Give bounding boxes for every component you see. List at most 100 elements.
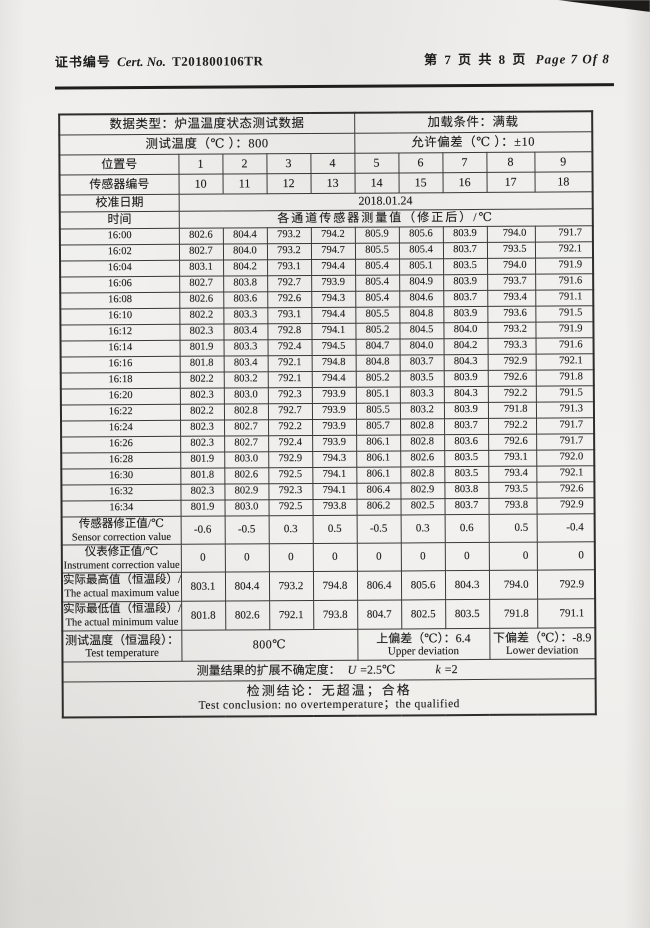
reading-value-cell: 802.5 [400, 498, 445, 515]
table-row-sensor-correction: 传感器修正值/℃ Sensor correction value -0.6 -0.… [61, 513, 595, 546]
instrument-correction-value-cell: 0 [444, 542, 489, 571]
reading-value-cell: 804.2 [443, 338, 488, 355]
reading-value-cell: 806.1 [356, 434, 401, 452]
reading-value-cell: 803.8 [444, 482, 489, 499]
table-row-conclusion: 检测结论：无超温；合格 Test conclusion: no overtemp… [62, 678, 596, 718]
time-cell: 16:34 [61, 500, 181, 518]
reading-value-cell: 802.8 [223, 403, 269, 421]
reading-value-cell: 803.3 [223, 307, 268, 325]
reading-value-cell: 791.6 [535, 337, 594, 355]
actual-maximum-value-cell: 794.8 [312, 571, 358, 601]
reading-value-cell: 793.4 [487, 290, 536, 307]
time-label-cell: 时间 [59, 211, 179, 230]
reading-value-cell: 805.4 [355, 290, 400, 308]
sensor-correction-value-cell: 0.3 [268, 515, 313, 544]
reading-value-cell: 803.5 [444, 466, 489, 483]
actual-minimum-value-cell: 793.8 [313, 600, 358, 630]
page-info-zh: 第 7 页 共 8 页 [424, 51, 528, 68]
reading-value-cell: 793.6 [487, 306, 536, 323]
allowed-deviation-cell: 允许偏差（℃ ）：±10 [354, 131, 593, 154]
reading-value-cell: 802.3 [179, 388, 224, 405]
reading-value-cell: 792.4 [267, 339, 312, 356]
lower-deviation-en: Lower deviation [505, 644, 579, 657]
time-cell: 16:22 [60, 404, 181, 422]
reading-value-cell: 792.8 [267, 323, 312, 340]
reading-value-cell: 793.8 [488, 498, 537, 515]
page-number: 第 7 页 共 8 页 Page 7 Of 8 [424, 48, 613, 68]
reading-value-cell: 794.1 [311, 323, 356, 340]
reading-value-cell: 792.2 [268, 419, 313, 436]
sensor-correction-label-zh: 传感器修正值/℃ [78, 517, 164, 531]
reading-value-cell: 793.9 [311, 387, 356, 404]
position-cell: 8 [486, 152, 535, 173]
reading-value-cell: 804.9 [399, 274, 444, 291]
actual-maximum-value-cell: 793.2 [268, 571, 314, 601]
reading-value-cell: 792.3 [268, 483, 313, 500]
time-cell: 16:08 [60, 292, 180, 310]
reading-value-cell: 792.4 [268, 435, 313, 452]
reading-value-cell: 804.6 [399, 290, 444, 307]
reading-value-cell: 802.7 [178, 244, 224, 261]
reading-value-cell: 793.3 [487, 338, 536, 355]
reading-value-cell: 803.4 [223, 323, 268, 341]
reading-value-cell: 792.9 [536, 497, 595, 515]
reading-value-cell: 802.8 [400, 434, 445, 451]
test-temperature-cell: 测试温度（℃ ）：800 [59, 133, 355, 156]
reading-value-cell: 792.6 [536, 481, 595, 499]
time-cell: 16:24 [61, 420, 181, 438]
reading-value-cell: 792.1 [267, 371, 312, 388]
instrument-correction-value-cell: 0 [356, 542, 401, 572]
uncertainty-k-symbol: k [435, 661, 441, 676]
instrument-correction-value-cell: 0 [312, 543, 357, 572]
sensor-correction-value-cell: 0.3 [400, 514, 445, 543]
sensor-number-cell: 15 [398, 172, 443, 193]
reading-value-cell: 802.6 [179, 292, 224, 309]
actual-maximum-value-cell: 794.0 [488, 570, 538, 600]
actual-minimum-value-cell: 801.8 [181, 601, 226, 631]
reading-value-cell: 792.1 [534, 241, 594, 259]
uncertainty-u-value: =2.5℃ [360, 662, 396, 677]
table-row-summary: 测试温度（恒温段）： Test temperature 800℃ 上偏差（℃）：… [62, 627, 596, 663]
sensor-correction-value-cell: 0.6 [444, 514, 489, 543]
reading-value-cell: 793.9 [311, 275, 356, 292]
instrument-correction-value-cell: 0 [400, 542, 445, 571]
reading-value-cell: 791.9 [535, 321, 594, 339]
reading-value-cell: 803.7 [399, 354, 444, 371]
summary-test-temp-label-cell: 测试温度（恒温段）： Test temperature [62, 630, 182, 663]
reading-value-cell: 793.9 [312, 435, 357, 452]
position-cell: 4 [310, 153, 355, 174]
reading-value-cell: 803.7 [444, 498, 489, 515]
actual-minimum-label-zh: 实际最低值（恒温段）/℃ [63, 603, 182, 616]
sensor-correction-value-cell: 0.5 [488, 514, 537, 543]
reading-value-cell: 803.0 [224, 451, 269, 469]
reading-value-cell: 806.1 [356, 466, 401, 484]
sensor-number-cell: 12 [266, 173, 311, 194]
actual-maximum-value-cell: 804.3 [444, 570, 490, 600]
reading-value-cell: 792.1 [536, 465, 595, 483]
reading-value-cell: 803.3 [223, 339, 268, 357]
reading-value-cell: 805.5 [355, 306, 400, 324]
data-type-cell: 数据类型：炉温温度状态测试数据 [59, 112, 355, 136]
reading-value-cell: 804.0 [222, 243, 268, 261]
reading-value-cell: 794.1 [312, 483, 357, 500]
reading-value-cell: 803.7 [444, 418, 489, 435]
reading-value-cell: 791.3 [535, 401, 595, 419]
uncertainty-u-symbol: U [347, 662, 357, 677]
certificate-number: 证书编号 Cert. No. T201800106TR [55, 50, 264, 70]
reading-value-cell: 792.7 [267, 403, 313, 420]
time-cell: 16:12 [60, 324, 180, 342]
reading-value-cell: 802.7 [224, 419, 269, 437]
reading-value-cell: 806.1 [356, 450, 401, 468]
reading-value-cell: 805.5 [355, 402, 401, 420]
lower-deviation-cell: 下偏差（℃）：-8.9 Lower deviation [489, 627, 596, 660]
reading-value-cell: 791.6 [535, 273, 594, 291]
reading-value-cell: 793.9 [312, 419, 357, 436]
actual-maximum-value-cell: 803.1 [180, 572, 226, 602]
position-cell: 1 [178, 154, 223, 175]
sensor-correction-label-cell: 传感器修正值/℃ Sensor correction value [61, 516, 181, 546]
reading-value-cell: 803.7 [443, 290, 488, 307]
instrument-correction-value-cell: 0 [224, 543, 269, 573]
reading-value-cell: 793.2 [266, 243, 312, 260]
sensor-correction-value-cell: -0.4 [536, 513, 595, 543]
